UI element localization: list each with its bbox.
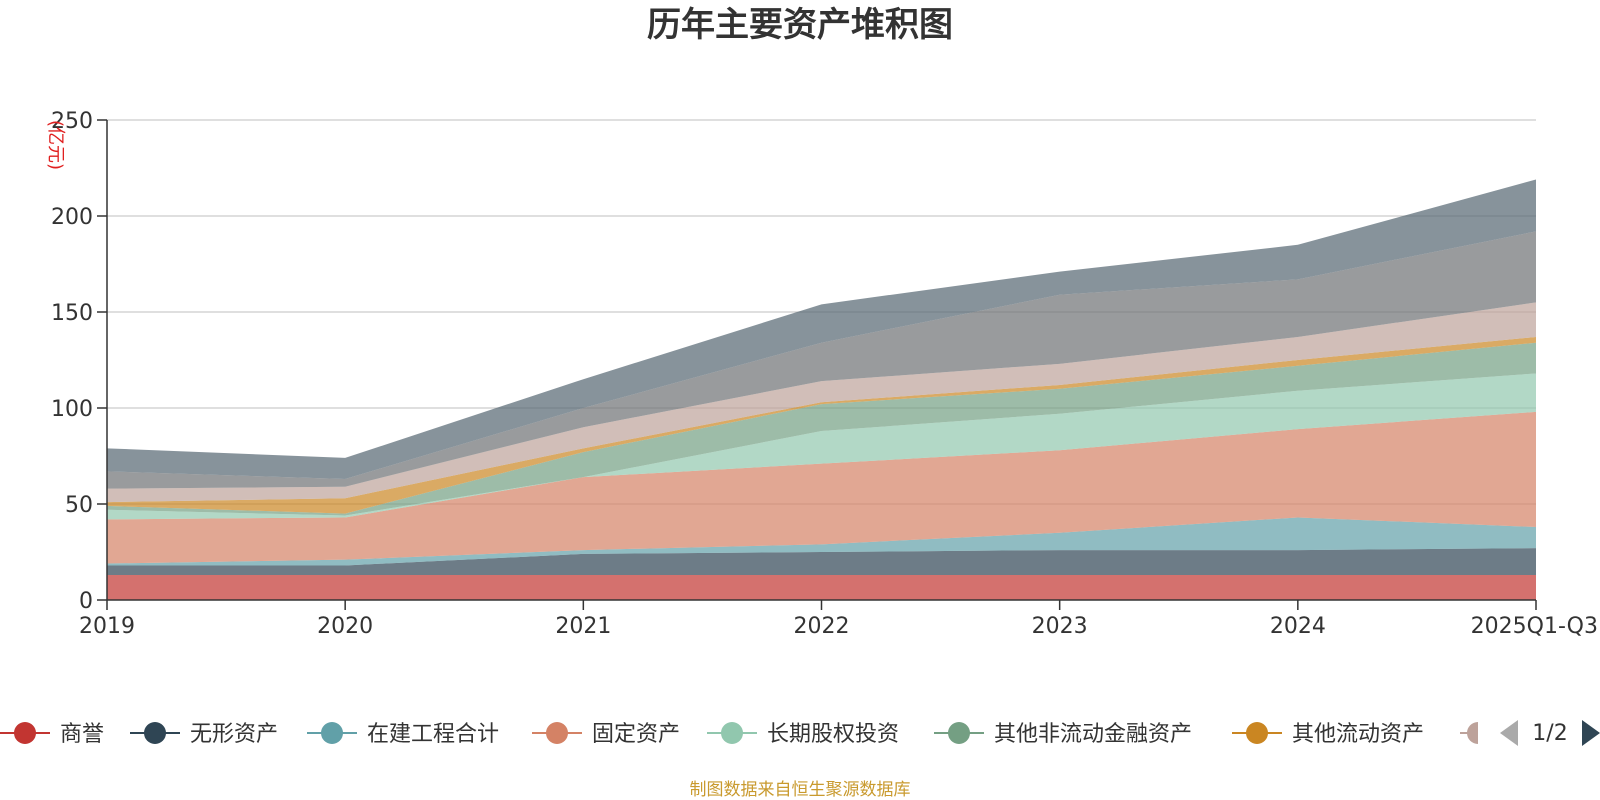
legend-pager: 1/2 xyxy=(1500,720,1600,746)
x-tick-label: 2024 xyxy=(1270,614,1326,639)
legend-marker-icon xyxy=(321,722,343,744)
legend-item-3[interactable]: 固定资产 xyxy=(532,722,680,747)
area-series-0 xyxy=(107,575,1536,600)
legend-item-6[interactable]: 其他流动资产 xyxy=(1232,722,1424,747)
legend-marker-icon xyxy=(721,722,743,744)
area-series-6 xyxy=(107,336,1536,514)
y-tick-label: 150 xyxy=(51,301,93,326)
legend-item-2[interactable]: 在建工程合计 xyxy=(307,722,499,747)
legend-label: 其他非流动金融资产 xyxy=(994,722,1192,747)
legend-item-0[interactable]: 商誉 xyxy=(0,722,104,747)
legend-marker-icon xyxy=(144,722,166,744)
data-source-note: 制图数据来自恒生聚源数据库 xyxy=(690,780,911,800)
legend-page-indicator: 1/2 xyxy=(1532,721,1567,746)
legend-next-arrow-icon[interactable] xyxy=(1582,720,1600,746)
chart-title: 历年主要资产堆积图 xyxy=(647,5,953,45)
legend-label: 长期股权投资 xyxy=(767,722,899,747)
area-series-4 xyxy=(107,373,1536,520)
area-series-7 xyxy=(107,302,1536,503)
y-tick-label: 100 xyxy=(51,397,93,422)
x-tick-label: 2020 xyxy=(317,614,373,639)
legend-item-5[interactable]: 其他非流动金融资产 xyxy=(934,722,1192,747)
legend-prev-arrow-icon[interactable] xyxy=(1500,720,1518,746)
legend-label: 无形资产 xyxy=(190,722,278,747)
legend-label: 其他流动资产 xyxy=(1292,722,1424,747)
legend-marker-icon xyxy=(948,722,970,744)
x-tick-label: 2023 xyxy=(1032,614,1088,639)
y-tick-label: 250 xyxy=(51,109,93,134)
area-series-2 xyxy=(107,517,1536,566)
x-tick-label: 2022 xyxy=(794,614,850,639)
y-tick-label: 0 xyxy=(79,589,93,614)
y-tick-label: 200 xyxy=(51,205,93,230)
axes: 0 50 100 150 200 250 2019 2020 2021 2022 2023 2024 2… xyxy=(51,109,1598,639)
area-series-group xyxy=(107,179,1536,600)
legend-marker-icon xyxy=(546,722,568,744)
y-axis-unit: (亿元) xyxy=(45,120,66,170)
x-tick-label: 2021 xyxy=(555,614,611,639)
legend-marker-icon xyxy=(14,722,36,744)
area-series-9 xyxy=(107,179,1536,480)
x-tick-label: 2019 xyxy=(79,614,135,639)
area-series-8 xyxy=(107,231,1536,489)
y-tick-label: 50 xyxy=(65,493,93,518)
legend-marker-icon xyxy=(1246,722,1268,744)
area-series-3 xyxy=(107,411,1536,564)
area-series-1 xyxy=(107,548,1536,576)
legend-label: 商誉 xyxy=(60,722,104,747)
x-tick-label: 2025Q1-Q3 xyxy=(1471,614,1598,639)
legend-item-truncated xyxy=(1460,722,1478,744)
legend-item-1[interactable]: 无形资产 xyxy=(130,722,278,747)
area-series-5 xyxy=(107,342,1536,516)
legend-item-4[interactable]: 长期股权投资 xyxy=(707,722,899,747)
legend-marker-icon xyxy=(1467,722,1478,744)
legend-label: 固定资产 xyxy=(592,722,680,747)
legend: 商誉 无形资产 在建工程合计 固定资产 长期股权投资 其他非流动金融资产 其他流动资产 xyxy=(0,722,1478,747)
legend-label: 在建工程合计 xyxy=(367,722,499,747)
